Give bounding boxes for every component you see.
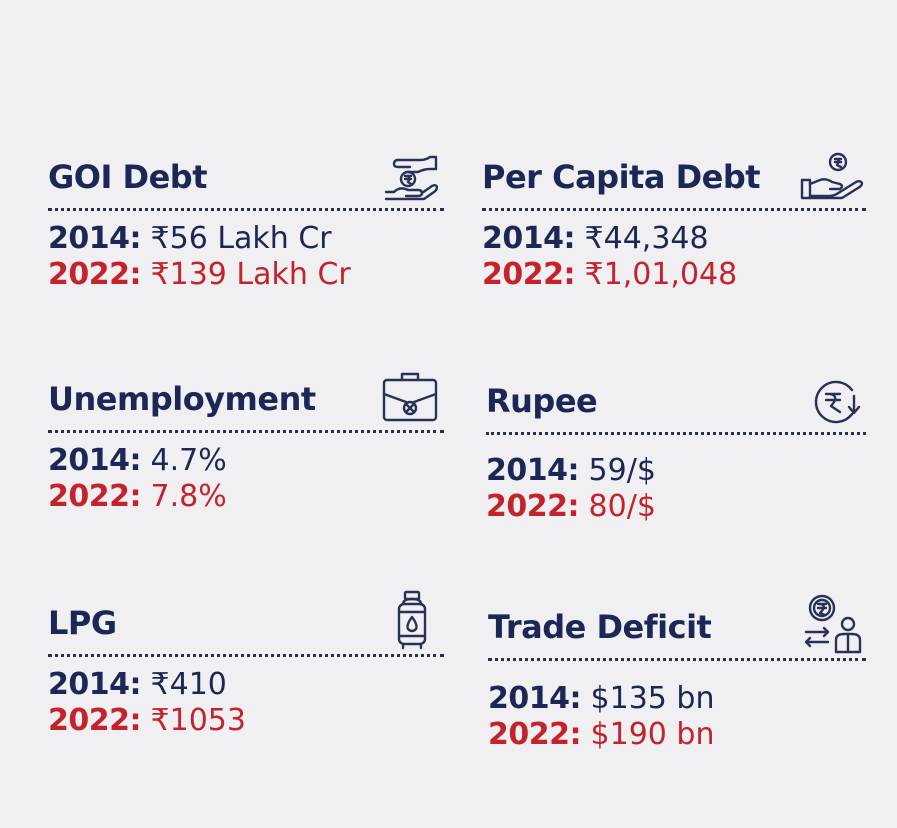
card-header: LPG (48, 590, 444, 654)
value-2022: 2022: $190 bn (488, 717, 866, 753)
card-title: LPG (48, 604, 117, 642)
year-label: 2014: (48, 443, 142, 478)
card-header: Unemployment (48, 370, 444, 430)
value-text: 59/$ (579, 453, 656, 488)
value-text: $190 bn (581, 717, 715, 752)
value-2014: 2014: ₹44,348 (482, 221, 866, 257)
value-text: ₹56 Lakh Cr (141, 221, 332, 256)
value-text: ₹1053 (141, 703, 246, 738)
card-header: GOI Debt (48, 148, 444, 208)
year-label: 2014: (486, 453, 580, 488)
dotted-divider (482, 208, 866, 211)
value-text: ₹1,01,048 (575, 257, 738, 292)
dotted-divider (48, 654, 444, 657)
value-2022: 2022: 80/$ (486, 489, 866, 525)
card-title: Trade Deficit (488, 608, 712, 646)
value-2014: 2014: ₹56 Lakh Cr (48, 221, 444, 257)
year-label: 2022: (482, 257, 576, 292)
card-trade-deficit: Trade Deficit 2014: $135 bn 2022: $190 b… (488, 594, 866, 753)
value-2022: 2022: ₹1,01,048 (482, 257, 866, 293)
value-2022: 2022: ₹139 Lakh Cr (48, 257, 444, 293)
value-text: $135 bn (581, 681, 715, 716)
gas-cylinder-icon (394, 590, 430, 650)
card-header: Per Capita Debt (482, 148, 866, 208)
year-label: 2014: (482, 221, 576, 256)
value-2014: 2014: 4.7% (48, 443, 444, 479)
value-2022: 2022: ₹1053 (48, 703, 444, 739)
year-label: 2022: (48, 479, 142, 514)
card-unemployment: Unemployment 2014: 4.7% 2022: 7.8% (48, 370, 444, 515)
card-rupee: Rupee 2014: 59/$ 2022: 80/$ (486, 372, 866, 525)
card-title: Rupee (486, 382, 598, 420)
year-label: 2014: (48, 221, 142, 256)
rupee-down-icon (812, 378, 862, 426)
value-text: ₹139 Lakh Cr (141, 257, 351, 292)
value-text: ₹410 (141, 667, 227, 702)
card-lpg: LPG 2014: ₹410 2022: ₹1053 (48, 590, 444, 739)
card-title: Unemployment (48, 380, 316, 418)
dotted-divider (48, 208, 444, 211)
year-label: 2014: (488, 681, 582, 716)
card-title: GOI Debt (48, 158, 207, 196)
hand-coin-icon (800, 152, 864, 202)
year-label: 2014: (48, 667, 142, 702)
trade-exchange-icon (800, 594, 864, 656)
dotted-divider (488, 658, 866, 661)
year-label: 2022: (488, 717, 582, 752)
value-text: 7.8% (141, 479, 227, 514)
hand-rupee-icon (384, 152, 438, 202)
value-2014: 2014: $135 bn (488, 681, 866, 717)
year-label: 2022: (48, 257, 142, 292)
year-label: 2022: (48, 703, 142, 738)
dotted-divider (48, 430, 444, 433)
value-text: 4.7% (141, 443, 227, 478)
value-2022: 2022: 7.8% (48, 479, 444, 515)
dotted-divider (486, 432, 866, 435)
card-per-capita-debt: Per Capita Debt 2014: ₹44,348 2022: ₹1,0… (482, 148, 866, 293)
card-goi-debt: GOI Debt 2014: ₹56 Lakh Cr 2022: ₹139 La… (48, 148, 444, 293)
year-label: 2022: (486, 489, 580, 524)
value-2014: 2014: 59/$ (486, 453, 866, 489)
value-text: ₹44,348 (575, 221, 709, 256)
value-2014: 2014: ₹410 (48, 667, 444, 703)
briefcase-x-icon (380, 370, 440, 424)
card-title: Per Capita Debt (482, 158, 761, 196)
card-header: Rupee (486, 372, 866, 432)
card-header: Trade Deficit (488, 594, 866, 658)
value-text: 80/$ (579, 489, 656, 524)
